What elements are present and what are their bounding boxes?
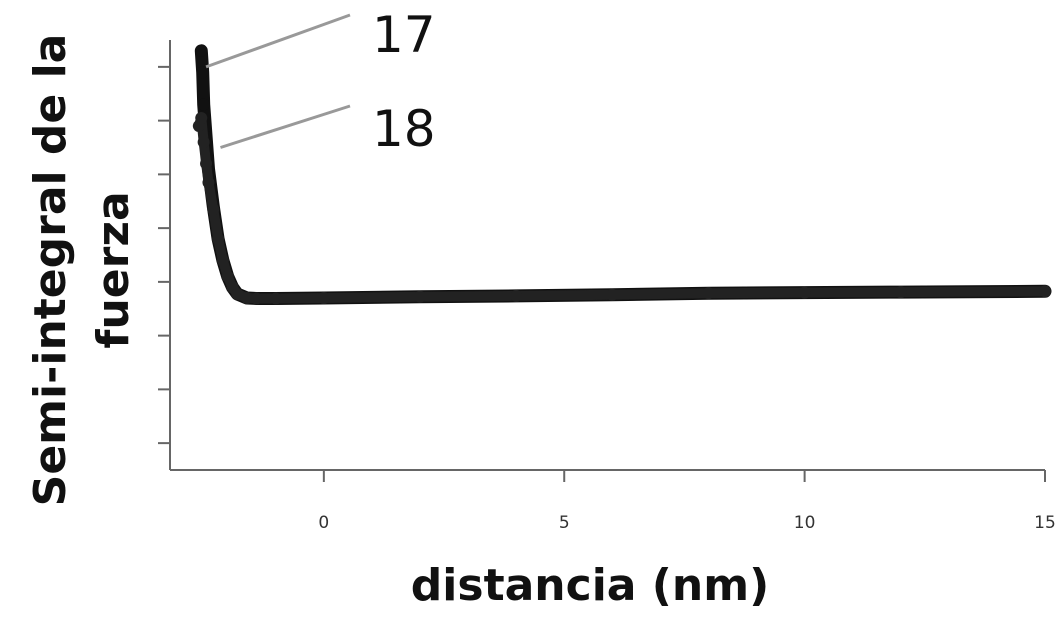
data-point-18 <box>894 286 907 299</box>
x-axis-title: distancia (nm) <box>411 560 769 611</box>
annotation-leader-17 <box>205 13 351 69</box>
annotation-leader-18 <box>220 104 351 149</box>
data-point-18 <box>250 292 263 305</box>
data-point-18 <box>606 288 619 301</box>
data-point-18 <box>221 270 234 283</box>
data-point-17 <box>195 44 208 57</box>
series-group <box>192 44 1052 305</box>
data-point-18 <box>200 157 213 170</box>
x-tick-label: 10 <box>794 513 816 533</box>
data-point-18 <box>212 232 225 245</box>
data-point-18 <box>202 176 215 189</box>
series-line-18 <box>193 112 1050 304</box>
data-point-17 <box>196 66 209 79</box>
y-axis-title-line-1: Semi-integral de la <box>25 34 76 507</box>
data-point-18 <box>197 136 210 149</box>
data-point-18 <box>510 289 523 302</box>
y-axis-title-line-2: fuerza <box>88 191 139 348</box>
x-tick-group: 0 5 10 15 <box>318 470 1055 533</box>
data-point-18 <box>798 286 811 299</box>
data-point-18 <box>216 254 229 267</box>
data-point-18 <box>231 287 244 300</box>
data-point-17 <box>197 98 210 111</box>
y-axis-title: Semi-integral de la fuerza <box>25 34 139 507</box>
y-tick-group <box>158 65 170 445</box>
data-point-18 <box>195 111 208 124</box>
data-point-18 <box>414 290 426 303</box>
data-point-18 <box>269 292 282 305</box>
x-tick-label: 15 <box>1034 513 1055 533</box>
data-point-18 <box>317 292 330 304</box>
axes-group: 0 5 10 15 <box>158 40 1055 533</box>
series-line-17 <box>194 44 1052 305</box>
data-point-18 <box>702 287 715 300</box>
annotation-label-17: 17 <box>372 6 436 64</box>
x-tick-label: 5 <box>559 513 570 533</box>
annotation-label-18: 18 <box>372 100 436 158</box>
x-tick-label: 0 <box>318 513 329 533</box>
data-point-18 <box>207 203 220 216</box>
data-point-18 <box>240 292 253 304</box>
data-point-18 <box>1039 285 1051 298</box>
